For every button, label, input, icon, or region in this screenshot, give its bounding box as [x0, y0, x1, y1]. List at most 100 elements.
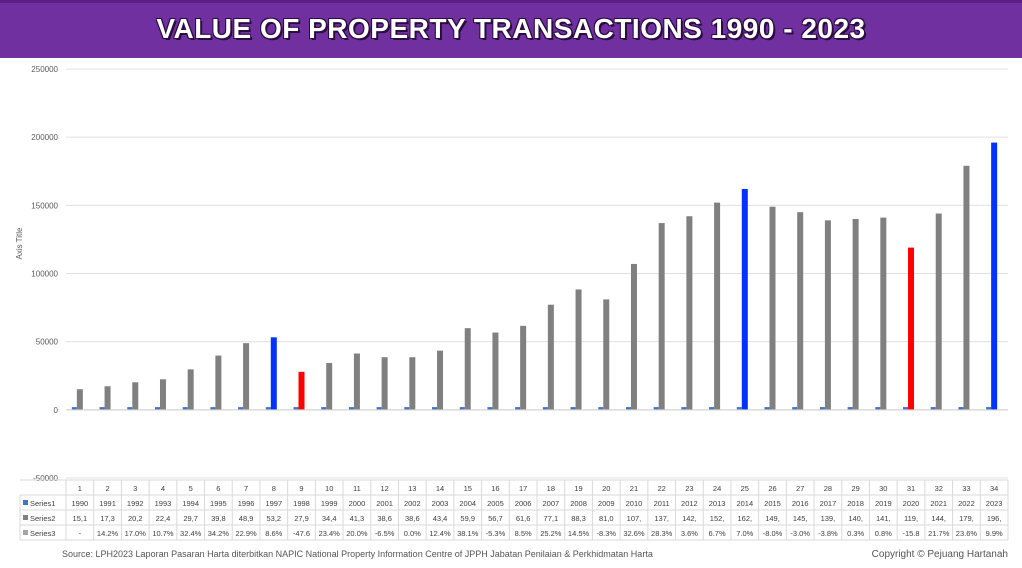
series1-bar	[847, 407, 853, 410]
series1-bar	[958, 407, 964, 410]
series-name: Series3	[30, 529, 55, 538]
table-cell: 137,	[654, 514, 669, 523]
table-cell: -3.8%	[818, 529, 838, 538]
series1-bar	[598, 407, 604, 410]
table-cell: 2004	[459, 499, 476, 508]
table-cell: 2006	[515, 499, 532, 508]
category-label: 10	[325, 484, 333, 493]
table-cell: 15,1	[73, 514, 88, 523]
table-cell: 22,4	[156, 514, 171, 523]
category-label: 14	[436, 484, 444, 493]
table-cell: 28.3%	[651, 529, 673, 538]
table-cell: 145,	[793, 514, 808, 523]
table-cell: 56,7	[488, 514, 503, 523]
series1-bar	[154, 407, 160, 410]
table-cell: -3.0%	[790, 529, 810, 538]
category-label: 30	[879, 484, 887, 493]
series1-bar	[903, 407, 909, 410]
category-label: 15	[464, 484, 472, 493]
table-cell: 2016	[792, 499, 809, 508]
table-cell: 10.7%	[152, 529, 174, 538]
table-cell: 2008	[570, 499, 587, 508]
category-label: 34	[990, 484, 998, 493]
table-cell: 8.6%	[265, 529, 282, 538]
table-cell: 43,4	[433, 514, 448, 523]
table-cell: 14.5%	[568, 529, 590, 538]
series1-bar	[819, 407, 825, 410]
table-cell: 2023	[986, 499, 1003, 508]
series2-bar	[492, 332, 499, 410]
table-cell: 107,	[627, 514, 642, 523]
series2-bar	[464, 328, 471, 410]
series2-bar	[991, 142, 998, 410]
table-cell: 139,	[821, 514, 836, 523]
series1-bar	[709, 407, 715, 410]
y-tick-label: 100000	[31, 270, 58, 279]
y-tick-label: 150000	[31, 201, 58, 210]
series2-bar	[326, 362, 333, 410]
category-label: 2	[105, 484, 109, 493]
table-cell: 21.7%	[928, 529, 950, 538]
table-cell: 2007	[543, 499, 560, 508]
y-axis-title: Axis Title	[15, 227, 24, 260]
table-cell: 2013	[709, 499, 726, 508]
series1-bar	[625, 407, 631, 410]
series2-bar	[824, 220, 831, 410]
category-label: 3	[133, 484, 137, 493]
table-cell: 0.0%	[404, 529, 421, 538]
table-cell: 196,	[987, 514, 1002, 523]
category-label: 20	[602, 484, 610, 493]
table-cell: 1990	[72, 499, 89, 508]
table-cell: 1995	[210, 499, 227, 508]
category-label: 19	[574, 484, 582, 493]
series-name: Series2	[30, 514, 55, 523]
series1-bar	[99, 407, 105, 410]
table-cell: 27,9	[294, 514, 309, 523]
table-cell: 0.8%	[875, 529, 892, 538]
category-label: 21	[630, 484, 638, 493]
table-cell: 53,2	[266, 514, 281, 523]
category-label: 22	[658, 484, 666, 493]
series1-bar	[182, 407, 188, 410]
table-cell: 1999	[321, 499, 338, 508]
table-cell: 1997	[265, 499, 282, 508]
series2-bar	[243, 343, 250, 410]
series1-bar	[792, 407, 798, 410]
table-cell: 1991	[99, 499, 116, 508]
table-cell: 2000	[349, 499, 366, 508]
series1-bar	[764, 407, 770, 410]
series1-bar	[210, 407, 216, 410]
series2-bar	[132, 382, 139, 410]
series2-bar	[104, 386, 111, 410]
series2-bar	[741, 188, 748, 410]
category-label: 8	[272, 484, 276, 493]
series2-bar	[187, 369, 194, 410]
legend-key	[23, 515, 28, 520]
category-label: 24	[713, 484, 721, 493]
category-label: 13	[408, 484, 416, 493]
title-banner: VALUE OF PROPERTY TRANSACTIONS 1990 - 20…	[0, 0, 1022, 58]
series2-bar	[159, 379, 166, 410]
chart-title: VALUE OF PROPERTY TRANSACTIONS 1990 - 20…	[156, 13, 866, 44]
category-label: 33	[962, 484, 970, 493]
table-cell: 2012	[681, 499, 698, 508]
series1-bar	[930, 407, 936, 410]
legend-key	[23, 500, 28, 505]
table-cell: 2010	[626, 499, 643, 508]
table-cell: 48,9	[239, 514, 254, 523]
table-cell: 38,6	[377, 514, 392, 523]
category-label: 11	[353, 484, 361, 493]
table-cell: 12.4%	[429, 529, 451, 538]
table-cell: 2020	[903, 499, 920, 508]
series2-bar	[769, 206, 776, 410]
table-cell: 22.9%	[235, 529, 257, 538]
table-cell: 141,	[876, 514, 891, 523]
table-cell: 32.4%	[180, 529, 202, 538]
series1-bar	[238, 407, 244, 410]
category-label: 16	[491, 484, 499, 493]
table-cell: -47.6	[293, 529, 310, 538]
table-cell: -5.3%	[486, 529, 506, 538]
category-label: 6	[216, 484, 220, 493]
category-label: 9	[299, 484, 303, 493]
